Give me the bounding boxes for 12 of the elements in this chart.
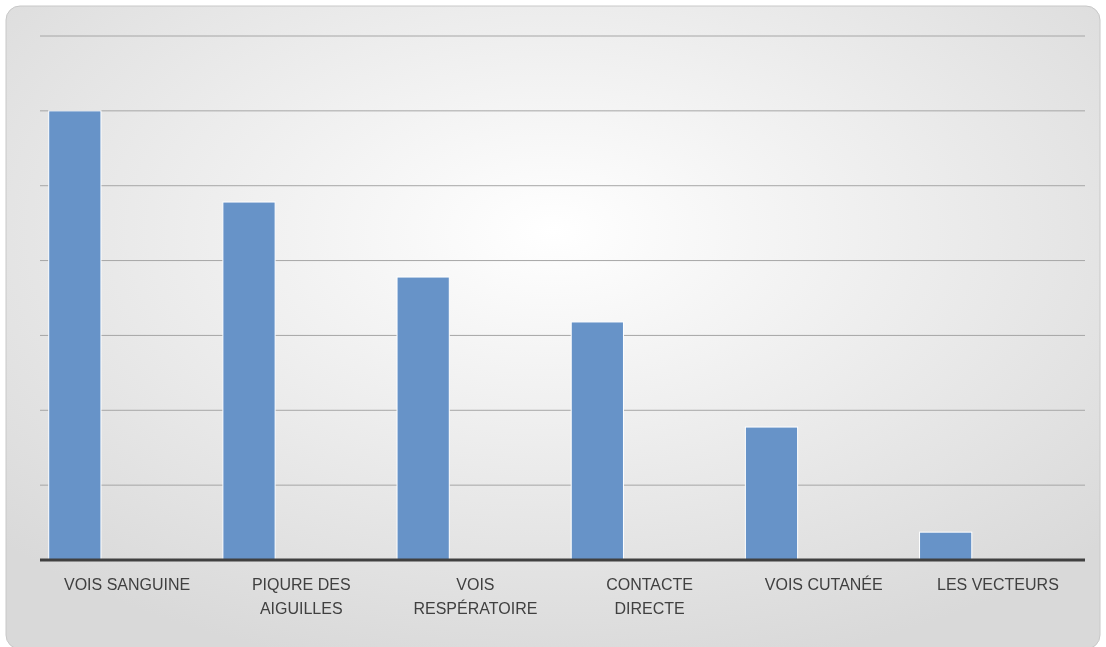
bar: [222, 201, 276, 561]
bar: [570, 321, 624, 561]
x-tick-label: VOIS SANGUINE: [63, 576, 191, 593]
x-tick-label: LES VECTEURS: [937, 576, 1059, 593]
bar: [744, 426, 799, 561]
bar: [396, 276, 450, 561]
x-tick-label: VOIS RESPÉRATOIRE: [413, 576, 538, 617]
bar: [919, 531, 973, 561]
bar: [48, 110, 102, 561]
x-tick-label: CONTACTE DIRECTE: [606, 576, 693, 617]
x-tick-label: PIQURE DES AIGUILLES: [251, 576, 351, 617]
x-tick-label: VOIS CUTANÉE: [764, 575, 883, 593]
